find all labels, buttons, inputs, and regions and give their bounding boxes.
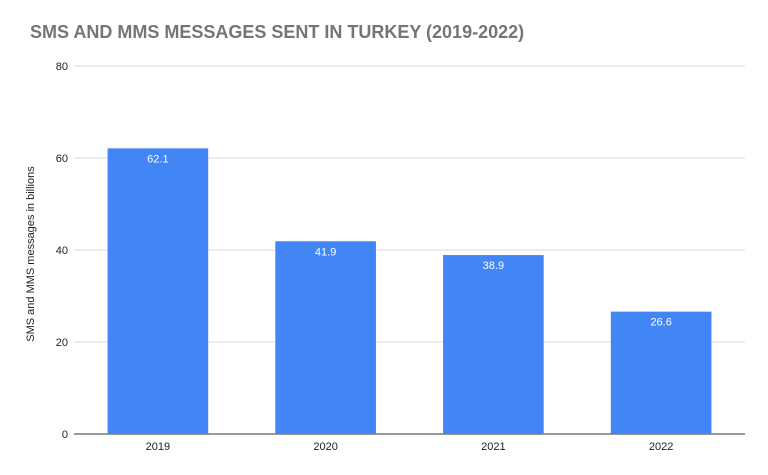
y-axis-label: SMS and MMS messages in billions [25, 166, 37, 342]
data-label: 62.1 [147, 153, 168, 165]
y-tick-label: 80 [56, 61, 68, 73]
data-label: 38.9 [483, 260, 504, 272]
bar-2022 [610, 311, 712, 434]
y-tick-label: 60 [56, 153, 68, 165]
bar-2019 [107, 148, 209, 434]
y-tick-label: 40 [56, 245, 68, 257]
chart-title: SMS AND MMS MESSAGES SENT IN TURKEY (201… [30, 22, 525, 42]
y-tick-label: 0 [62, 429, 68, 441]
data-label: 26.6 [650, 317, 671, 329]
data-label: 41.9 [315, 246, 336, 258]
bar-2020 [275, 241, 376, 434]
x-tick-label: 2020 [313, 441, 337, 453]
x-tick-label: 2019 [146, 441, 170, 453]
x-tick-label: 2021 [481, 441, 505, 453]
y-tick-label: 20 [56, 337, 68, 349]
x-tick-label: 2022 [649, 441, 673, 453]
bar-2021 [443, 255, 544, 434]
